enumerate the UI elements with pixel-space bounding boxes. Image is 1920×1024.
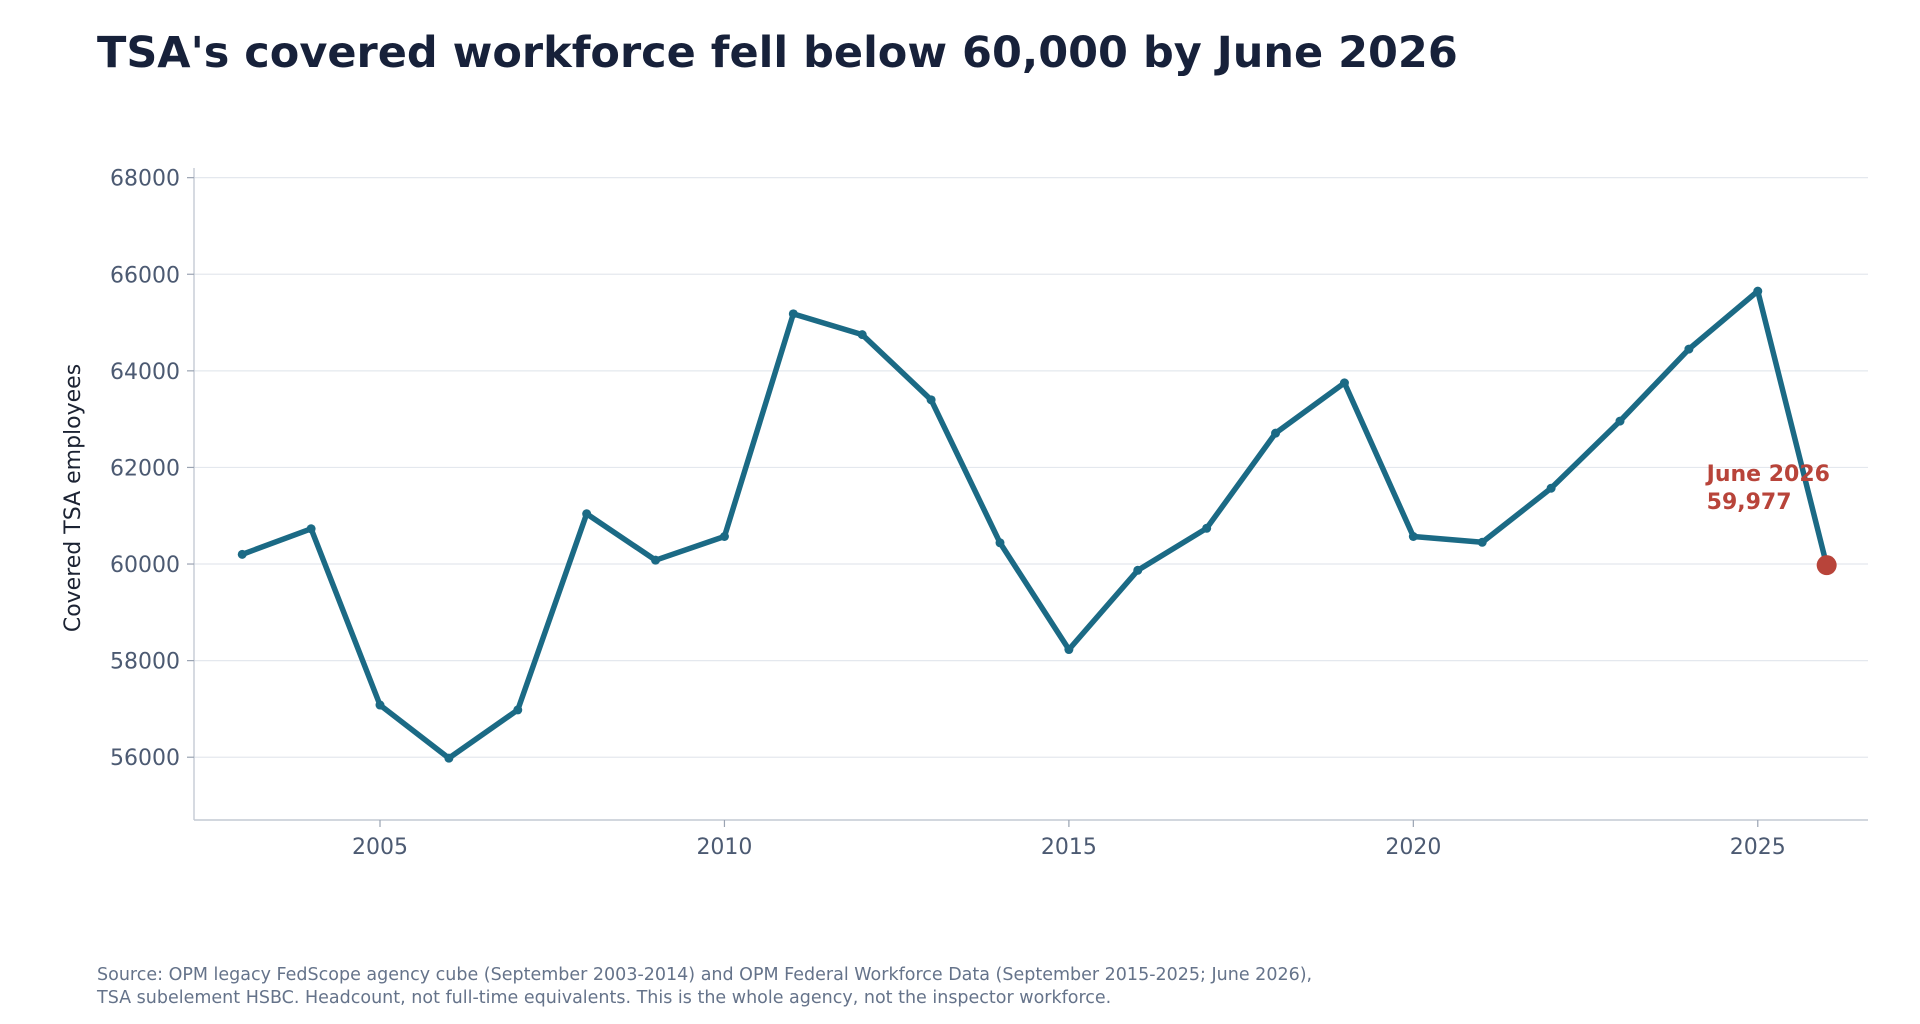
y-tick-label-60000: 60000 (110, 553, 180, 578)
data-point-2014 (995, 538, 1005, 548)
series-line-0 (239, 288, 1830, 761)
x-tick-label-2010: 2010 (696, 835, 752, 860)
data-point-2019 (1339, 378, 1349, 388)
highlight-point (1816, 555, 1837, 576)
highlight-annotation: June 2026 59,977 (1705, 462, 1837, 576)
y-tick-label-56000: 56000 (110, 746, 180, 771)
y-tick-label-58000: 58000 (110, 650, 180, 675)
x-tick-label-2025: 2025 (1730, 835, 1786, 860)
data-point-2007 (513, 705, 523, 715)
source-line-2: TSA subelement HSBC. Headcount, not full… (97, 988, 1112, 1008)
gridlines (194, 177, 1868, 758)
x-tick-label-2005: 2005 (352, 835, 408, 860)
data-point-2025 (1753, 286, 1763, 296)
highlight-label-value: 59,977 (1707, 490, 1792, 515)
data-point-2003 (237, 549, 247, 559)
data-point-2005 (375, 700, 385, 710)
y-tick-label-68000: 68000 (110, 167, 180, 192)
highlight-label-date: June 2026 (1705, 462, 1830, 487)
y-tick-label-66000: 66000 (110, 263, 180, 288)
axes (193, 168, 1868, 821)
x-tick-label-2020: 2020 (1385, 835, 1441, 860)
y-tick-label-64000: 64000 (110, 360, 180, 385)
y-axis-ticks: 56000 58000 60000 62000 64000 66000 68000 (110, 167, 194, 771)
data-point-2015 (1064, 645, 1074, 655)
data-point-2016 (1133, 565, 1143, 575)
data-point-2022 (1546, 483, 1556, 493)
series-workforce (237, 286, 1832, 763)
y-axis-label: Covered TSA employees (61, 364, 86, 632)
data-point-2020 (1408, 532, 1418, 542)
data-point-2009 (651, 555, 661, 565)
chart-title: TSA's covered workforce fell below 60,00… (97, 28, 1458, 78)
data-point-2024 (1684, 344, 1694, 354)
data-point-2013 (926, 395, 936, 405)
data-point-2018 (1271, 428, 1281, 438)
data-point-2017 (1202, 523, 1212, 533)
x-axis-ticks: 2005 2010 2015 2020 2025 (352, 820, 1786, 860)
y-tick-label-62000: 62000 (110, 456, 180, 481)
data-point-2011 (788, 309, 798, 319)
data-point-2023 (1615, 416, 1625, 426)
data-point-2008 (582, 509, 592, 519)
data-point-2010 (719, 532, 729, 542)
x-tick-label-2015: 2015 (1041, 835, 1097, 860)
source-line-1: Source: OPM legacy FedScope agency cube … (97, 965, 1313, 985)
data-point-2004 (306, 524, 316, 534)
data-point-2006 (444, 753, 454, 763)
data-point-2012 (857, 330, 867, 340)
data-point-2021 (1477, 537, 1487, 547)
source-note: Source: OPM legacy FedScope agency cube … (97, 964, 1312, 1010)
